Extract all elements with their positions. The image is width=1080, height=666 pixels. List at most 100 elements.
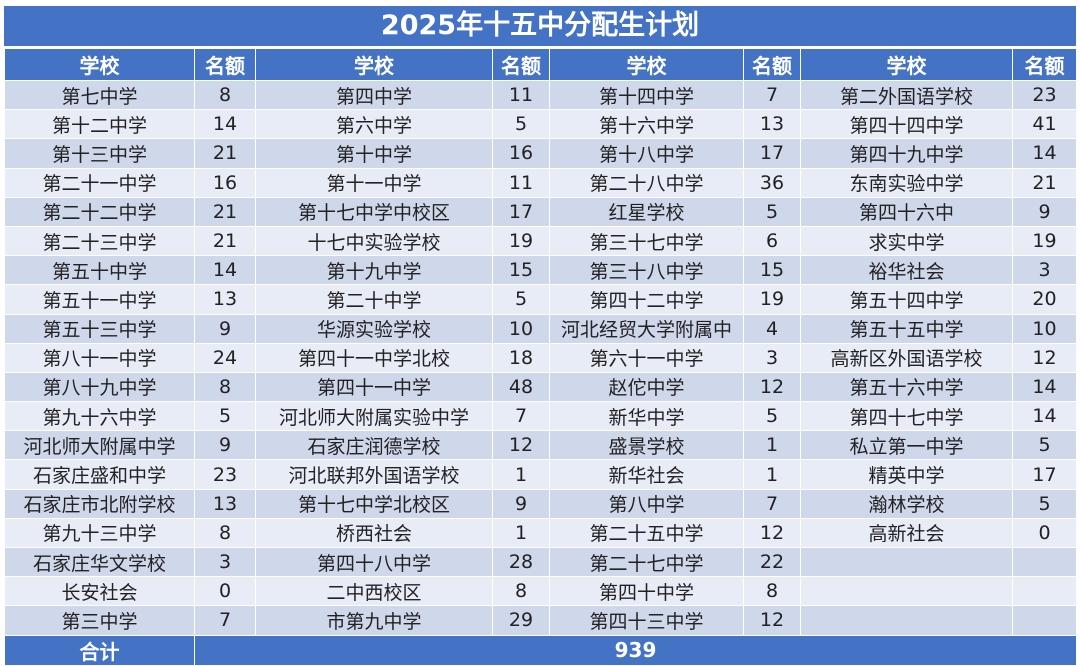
school-cell: 石家庄华文学校 [4,546,195,578]
table-row: 第三中学 7 市第九中学 29 第四十三中学 12 [4,605,1077,636]
quota-cell: 4 [743,313,801,344]
school-cell: 第九十三中学 [4,517,195,549]
quota-cell: 21 [1012,167,1077,198]
quota-cell: 12 [743,605,801,636]
school-cell: 第八十一中学 [4,342,195,373]
quota-cell: 5 [1012,430,1077,461]
school-cell: 第四十四中学 [800,109,1013,140]
table-row: 第二十三中学 21 十七中实验学校 19 第三十七中学 6 求实中学 19 [4,225,1077,257]
quota-cell: 14 [1012,138,1077,169]
header-school: 学校 [549,48,744,81]
quota-cell: 41 [1012,109,1077,140]
header-quota: 名额 [492,48,550,81]
table-row: 第七中学 8 第四中学 11 第十四中学 7 第二外国语学校 23 [4,79,1077,111]
school-cell: 第三中学 [4,605,195,636]
school-cell: 第十一中学 [255,167,493,198]
quota-cell: 1 [492,517,550,549]
quota-cell: 22 [743,546,801,578]
quota-cell: 5 [1012,488,1077,519]
table-row: 石家庄华文学校 3 第四十八中学 28 第二十七中学 22 [4,546,1077,578]
school-cell: 桥西社会 [255,517,493,549]
school-cell: 第十六中学 [549,109,744,140]
quota-cell: 6 [743,225,801,257]
quota-cell: 19 [1012,225,1077,257]
quota-cell: 8 [492,576,550,607]
school-cell: 第七中学 [4,79,195,111]
quota-cell: 18 [492,342,550,373]
school-cell: 第九十六中学 [4,401,195,432]
school-cell: 裕华社会 [800,255,1013,286]
school-cell: 东南实验中学 [800,167,1013,198]
total-row: 合计 939 [4,634,1077,666]
quota-cell: 16 [194,167,256,198]
quota-cell: 7 [743,488,801,519]
school-cell: 第八十九中学 [4,371,195,403]
quota-cell [1012,605,1077,636]
school-cell: 石家庄润德学校 [255,430,493,461]
school-cell: 第二外国语学校 [800,79,1013,111]
quota-cell: 5 [743,196,801,227]
school-cell [800,576,1013,607]
table-row: 第五十三中学 9 华源实验学校 10 河北经贸大学附属中 4 第五十五中学 10 [4,313,1077,344]
quota-cell: 11 [492,167,550,198]
quota-cell: 15 [743,255,801,286]
allocation-table-container: 2025年十五中分配生计划 学校 名额 学校 名额 学校 名额 学校 名额 第七中学 8 第四中学… [4,6,1077,666]
quota-cell: 17 [743,138,801,169]
school-cell: 河北联邦外国语学校 [255,459,493,490]
school-cell: 精英中学 [800,459,1013,490]
table-row: 石家庄盛和中学 23 河北联邦外国语学校 1 新华社会 1 精英中学 17 [4,459,1077,490]
quota-cell: 14 [194,255,256,286]
school-cell: 新华社会 [549,459,744,490]
quota-cell: 9 [194,313,256,344]
allocation-table: 学校 名额 学校 名额 学校 名额 学校 名额 第七中学 8 第四中学 11 第十四中学 7 第二外国语学… [4,48,1077,666]
quota-cell: 0 [194,576,256,607]
quota-cell: 12 [743,517,801,549]
quota-cell: 14 [194,109,256,140]
quota-cell: 8 [194,517,256,549]
school-cell: 第二十五中学 [549,517,744,549]
quota-cell: 19 [492,225,550,257]
quota-cell: 5 [492,109,550,140]
school-cell: 第八中学 [549,488,744,519]
school-cell: 第五十中学 [4,255,195,286]
table-row: 河北师大附属中学 9 石家庄润德学校 12 盛景学校 1 私立第一中学 5 [4,430,1077,461]
school-cell: 第二十一中学 [4,167,195,198]
table-row: 石家庄市北附学校 13 第十七中学北校区 9 第八中学 7 瀚林学校 5 [4,488,1077,519]
school-cell: 市第九中学 [255,605,493,636]
quota-cell: 21 [194,196,256,227]
quota-cell: 23 [1012,79,1077,111]
quota-cell: 3 [743,342,801,373]
school-cell: 红星学校 [549,196,744,227]
quota-cell: 12 [1012,342,1077,373]
school-cell: 第二十二中学 [4,196,195,227]
quota-cell: 8 [743,576,801,607]
school-cell: 第六十一中学 [549,342,744,373]
school-cell: 第五十三中学 [4,313,195,344]
school-cell: 第四十六中 [800,196,1013,227]
quota-cell: 13 [743,109,801,140]
quota-cell: 1 [743,459,801,490]
header-row: 学校 名额 学校 名额 学校 名额 学校 名额 [4,48,1077,81]
school-cell: 二中西校区 [255,576,493,607]
school-cell: 河北师大附属中学 [4,430,195,461]
quota-cell: 12 [743,371,801,403]
table-row: 第八十一中学 24 第四十一中学北校 18 第六十一中学 3 高新区外国语学校 12 [4,342,1077,373]
table-row: 第十二中学 14 第六中学 5 第十六中学 13 第四十四中学 41 [4,109,1077,140]
school-cell: 第四十一中学 [255,371,493,403]
quota-cell: 10 [492,313,550,344]
school-cell: 第十七中学中校区 [255,196,493,227]
quota-cell: 5 [194,401,256,432]
school-cell: 第十中学 [255,138,493,169]
quota-cell: 20 [1012,284,1077,315]
quota-cell: 8 [194,371,256,403]
school-cell: 第二十八中学 [549,167,744,198]
school-cell: 石家庄盛和中学 [4,459,195,490]
school-cell: 高新社会 [800,517,1013,549]
quota-cell: 3 [1012,255,1077,286]
quota-cell: 36 [743,167,801,198]
school-cell: 高新区外国语学校 [800,342,1013,373]
quota-cell: 12 [492,430,550,461]
quota-cell: 8 [194,79,256,111]
school-cell: 第六中学 [255,109,493,140]
quota-cell: 3 [194,546,256,578]
